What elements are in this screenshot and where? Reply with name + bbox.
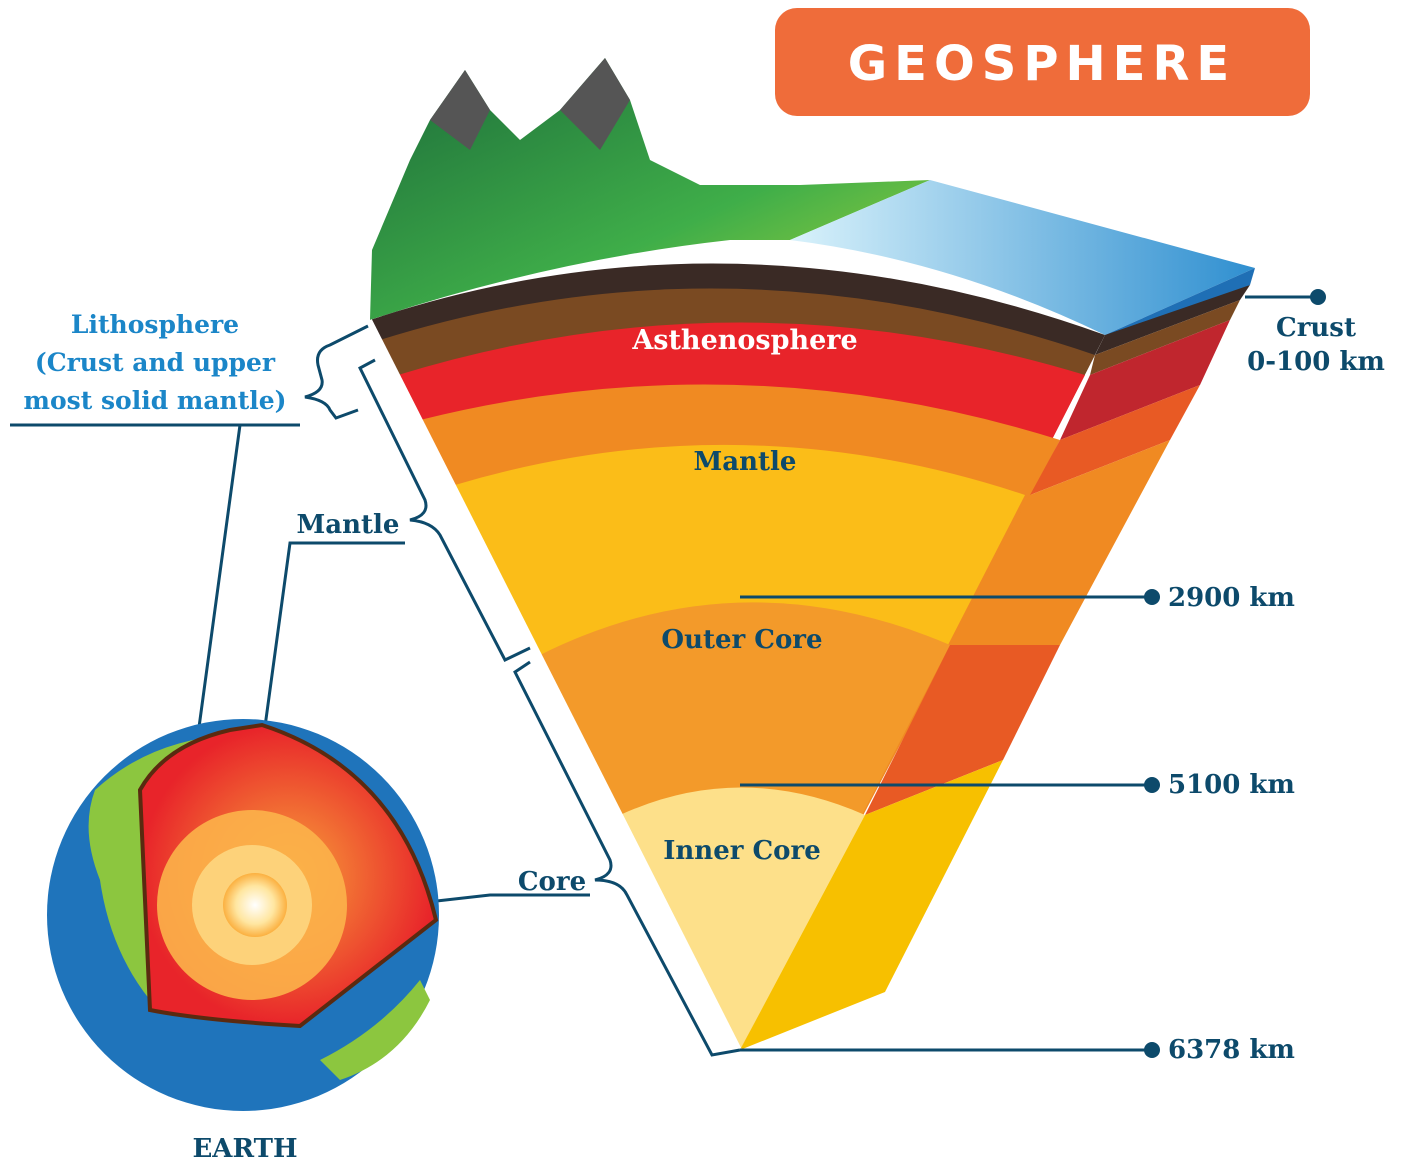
crust-depth: 0-100 km bbox=[1247, 347, 1385, 377]
depth-label: 6378 km bbox=[1168, 1035, 1295, 1065]
earth-globe bbox=[47, 719, 439, 1111]
layer-label: Asthenosphere bbox=[631, 325, 857, 356]
crust-label: Crust bbox=[1276, 313, 1356, 343]
lithosphere-label: most solid mantle) bbox=[24, 386, 287, 415]
layer-label: Mantle bbox=[694, 447, 797, 477]
core-bracket-label: Core bbox=[518, 867, 586, 897]
geosphere-diagram: GEOSPHERE Asthenosphere Mantle Outer Cor… bbox=[0, 0, 1408, 1160]
depth-label: 5100 km bbox=[1168, 770, 1295, 800]
earth-label: EARTH bbox=[192, 1134, 297, 1160]
lithosphere-label: (Crust and upper bbox=[35, 348, 276, 377]
lithosphere-label: Lithosphere bbox=[71, 310, 239, 339]
layer-label: Outer Core bbox=[661, 625, 822, 655]
layer-label: Inner Core bbox=[663, 836, 821, 866]
mantle-bracket-label: Mantle bbox=[297, 510, 400, 540]
title: GEOSPHERE bbox=[848, 36, 1236, 92]
depth-label: 2900 km bbox=[1168, 583, 1295, 613]
